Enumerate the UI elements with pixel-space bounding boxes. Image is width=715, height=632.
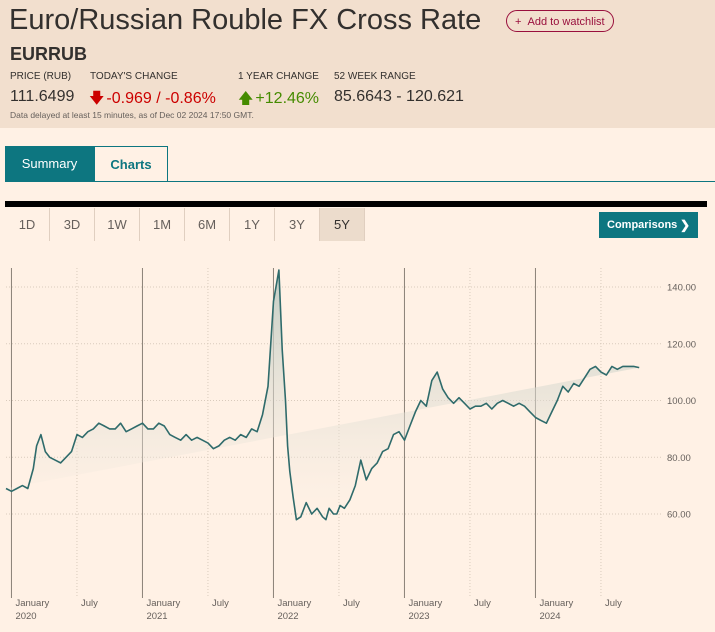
chart-top-rule [5, 201, 707, 207]
ticker-symbol: EURRUB [10, 44, 88, 64]
x-year-label: 2021 [146, 611, 167, 622]
range-value: 85.6643 - 120.621 [334, 88, 464, 105]
price-label: PRICE (RUB) [10, 71, 72, 82]
range-1w-button[interactable]: 1W [95, 208, 140, 241]
y-tick-label: 100.00 [667, 396, 696, 407]
quote-header: Euro/Russian Rouble FX Cross Rate + Add … [0, 0, 715, 128]
y-tick-label: 80.00 [667, 453, 691, 464]
x-tick-label: July [474, 598, 491, 609]
todays-change: 🡇 -0.969 / -0.86% [89, 88, 216, 113]
tab-divider [5, 181, 715, 182]
x-tick-label: January [15, 598, 49, 609]
range-1m-button[interactable]: 1M [140, 208, 185, 241]
year-change-label: 1 YEAR CHANGE [238, 71, 319, 82]
x-year-label: 2022 [277, 611, 298, 622]
x-tick-label: January [146, 598, 180, 609]
page-title: Euro/Russian Rouble FX Cross Rate [9, 4, 482, 36]
range-label: 52 WEEK RANGE [334, 71, 416, 82]
add-to-watchlist-button[interactable]: + Add to watchlist [506, 10, 614, 32]
todays-change-label: TODAY'S CHANGE [90, 71, 178, 82]
y-tick-label: 120.00 [667, 339, 696, 350]
arrow-up-icon: 🡅 [238, 90, 254, 107]
tab-charts[interactable]: Charts [94, 146, 168, 182]
x-tick-label: January [539, 598, 573, 609]
price-area [6, 270, 640, 520]
range-5y-button[interactable]: 5Y [320, 208, 365, 241]
range-1d-button[interactable]: 1D [5, 208, 50, 241]
chevron-right-icon: ❯ [679, 218, 690, 232]
todays-change-value: -0.969 / -0.86% [106, 90, 216, 107]
x-tick-label: July [81, 598, 98, 609]
x-year-label: 2023 [408, 611, 429, 622]
data-delay-disclaimer: Data delayed at least 15 minutes, as of … [10, 110, 254, 120]
year-change: 🡅 +12.46% [238, 88, 319, 113]
tab-summary[interactable]: Summary [5, 146, 94, 182]
x-tick-label: July [605, 598, 622, 609]
y-tick-label: 60.00 [667, 510, 691, 521]
year-change-value: +12.46% [255, 90, 320, 107]
x-tick-label: January [277, 598, 311, 609]
x-tick-label: January [408, 598, 442, 609]
x-tick-label: July [212, 598, 229, 609]
range-3y-button[interactable]: 3Y [275, 208, 320, 241]
price-line [5, 269, 640, 521]
x-year-label: 2024 [539, 611, 560, 622]
price-value: 111.6499 [10, 88, 75, 105]
range-6m-button[interactable]: 6M [185, 208, 230, 241]
range-3d-button[interactable]: 3D [50, 208, 95, 241]
range-1y-button[interactable]: 1Y [230, 208, 275, 241]
x-tick-label: July [343, 598, 360, 609]
plus-icon: + [515, 16, 528, 28]
watchlist-label: Add to watchlist [527, 16, 605, 28]
arrow-down-icon: 🡇 [89, 90, 105, 107]
x-year-label: 2020 [15, 611, 36, 622]
y-tick-label: 140.00 [667, 283, 696, 294]
comparisons-button[interactable]: Comparisons ❯ [599, 212, 698, 238]
comparisons-label: Comparisons [607, 219, 678, 231]
